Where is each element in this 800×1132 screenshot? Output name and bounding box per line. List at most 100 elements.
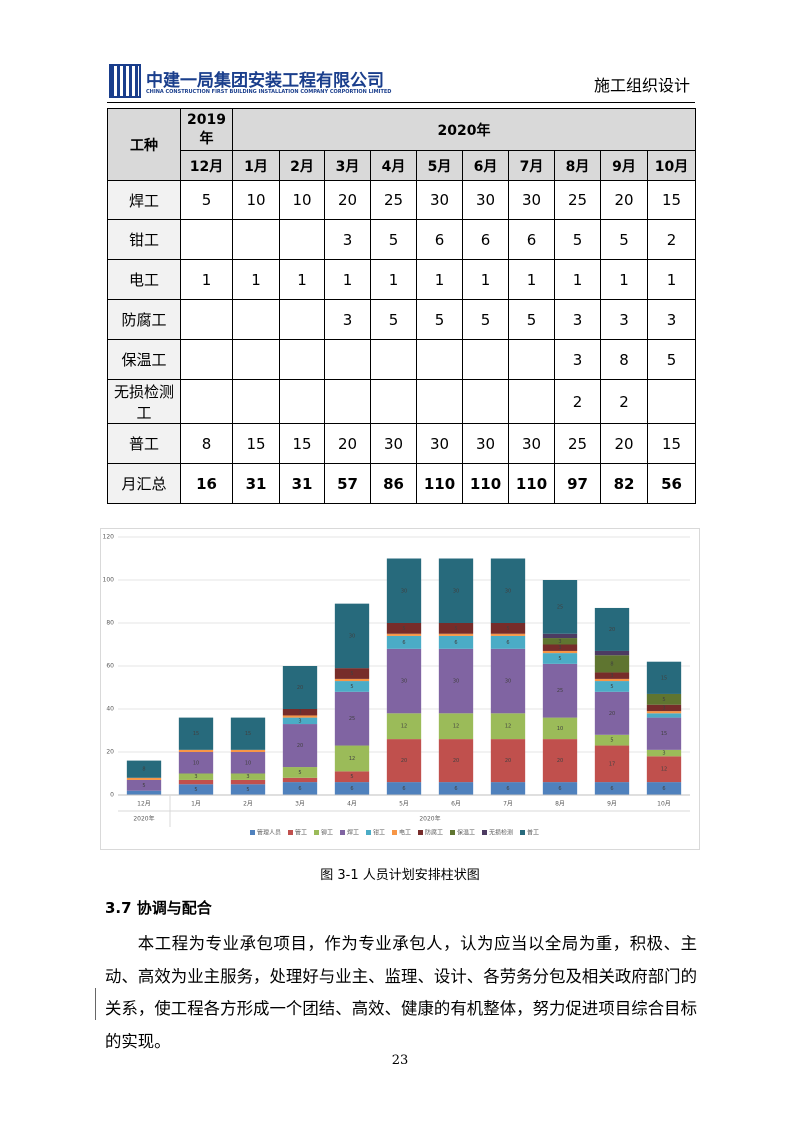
legend-swatch xyxy=(314,830,319,835)
value-label: 6 xyxy=(454,640,457,646)
value-label: 20 xyxy=(401,758,407,764)
legend-label: 无损检测 xyxy=(489,829,513,837)
table-cell: 1 xyxy=(324,259,371,300)
value-label: 3 xyxy=(298,710,301,716)
bar-segment xyxy=(282,777,318,783)
table-cell: 110 xyxy=(416,463,463,504)
value-label: 6 xyxy=(506,640,509,646)
table-cell: 1 xyxy=(232,259,280,300)
margin-bar xyxy=(95,988,96,1020)
value-label: 10 xyxy=(193,760,199,766)
value-label: 5 xyxy=(402,626,405,632)
table-cell: 20 xyxy=(600,180,648,220)
value-label: 12 xyxy=(661,767,667,773)
table-cell: 82 xyxy=(600,463,648,504)
table-cell: 3 xyxy=(554,339,601,380)
x-tick-label: 4月 xyxy=(347,801,357,808)
bar-segment xyxy=(334,771,370,783)
value-label: 20 xyxy=(557,758,563,764)
legend-swatch xyxy=(392,830,397,835)
value-label: 6 xyxy=(662,786,665,792)
table-cell: 110 xyxy=(508,463,555,504)
table-cell: 25 xyxy=(554,423,601,464)
row-label: 无损检测工 xyxy=(107,379,181,424)
value-label: 6 xyxy=(402,786,405,792)
bar-segment xyxy=(386,635,422,649)
table-cell: 30 xyxy=(462,423,509,464)
value-label: 8 xyxy=(610,661,613,667)
table-cell xyxy=(646,379,697,424)
table-cell xyxy=(462,339,509,380)
table-cell: 1 xyxy=(370,259,417,300)
bar-segment xyxy=(490,782,526,795)
table-cell xyxy=(324,379,371,424)
x-tick-label: 2月 xyxy=(243,801,253,808)
bar-segment xyxy=(282,782,318,795)
value-label: 6 xyxy=(454,786,457,792)
value-label: 10 xyxy=(245,760,251,766)
value-label: 5 xyxy=(350,684,353,690)
chart: 0 20 40 60 80 100 120 5 8 12月 5 3 10 15 1月 5 3 10 15 2月 6 5 20… xyxy=(100,528,700,850)
legend-label: 管工 xyxy=(295,829,307,837)
bar-segment xyxy=(646,749,682,757)
header-cell: 9月 xyxy=(600,150,648,181)
year-label: 2020年 xyxy=(419,815,440,823)
header-cell: 8月 xyxy=(554,150,601,181)
value-label: 5 xyxy=(454,626,457,632)
bar-segment xyxy=(178,784,214,795)
x-tick-label: 6月 xyxy=(451,801,461,808)
bar-segment xyxy=(386,633,422,636)
company-cn: 中建一局集团安装工程有限公司 xyxy=(146,71,384,91)
table-cell: 5 xyxy=(180,180,233,220)
table-row: 普工 8 15 15 20 30 30 30 30 25 20 15 xyxy=(107,423,697,464)
table-cell: 1 xyxy=(646,259,697,300)
legend-swatch xyxy=(418,830,423,835)
table-cell xyxy=(416,379,463,424)
y-tick-label: 120 xyxy=(103,534,115,541)
bar-segment xyxy=(594,745,630,783)
bar-segment xyxy=(126,779,162,791)
bar-segment xyxy=(334,678,370,682)
value-label: 12 xyxy=(505,724,511,730)
table-cell: 3 xyxy=(554,299,601,340)
logo xyxy=(109,64,141,98)
header-cell: 10月 xyxy=(646,150,697,181)
bar-segment xyxy=(542,644,578,651)
table-cell: 1 xyxy=(600,259,648,300)
header-cell: 2019年 xyxy=(180,108,233,151)
bar-segment xyxy=(386,739,422,783)
table-cell xyxy=(232,219,280,260)
bar-segment xyxy=(594,655,630,673)
table-cell: 1 xyxy=(462,259,509,300)
staff-table: 工种 2019年 2020年 12月 1月 2月 3月 4月 5月 6月 7月 8月 9月 10月 焊工 5 1… xyxy=(107,108,697,504)
legend-label: 电工 xyxy=(399,829,411,837)
value-label: 12 xyxy=(401,724,407,730)
bar-segment xyxy=(282,709,318,716)
table-cell: 5 xyxy=(600,219,648,260)
bar-segment xyxy=(178,752,214,774)
value-label: 3 xyxy=(246,774,249,780)
table-cell: 57 xyxy=(324,463,371,504)
caption: 图 3-1 人员计划安排柱状图 xyxy=(320,868,480,883)
bar-segment xyxy=(646,693,682,705)
table-cell xyxy=(180,299,233,340)
value-label: 12 xyxy=(453,724,459,730)
table-cell: 8 xyxy=(600,339,648,380)
table-cell xyxy=(180,219,233,260)
value-label: 6 xyxy=(506,786,509,792)
bar-segment xyxy=(490,648,526,714)
bar-segment xyxy=(178,773,214,780)
bar-segment xyxy=(334,691,370,746)
legend-label: 保温工 xyxy=(457,829,475,837)
y-tick-label: 0 xyxy=(110,792,114,799)
table-cell: 31 xyxy=(232,463,280,504)
bar-segment xyxy=(542,653,578,664)
table-cell: 5 xyxy=(416,299,463,340)
bar-segment xyxy=(646,782,682,795)
value-label: 6 xyxy=(610,786,613,792)
bar-segment xyxy=(646,661,682,694)
bar-segment xyxy=(334,681,370,692)
bar-segment xyxy=(334,745,370,772)
bar-segment xyxy=(282,717,318,725)
